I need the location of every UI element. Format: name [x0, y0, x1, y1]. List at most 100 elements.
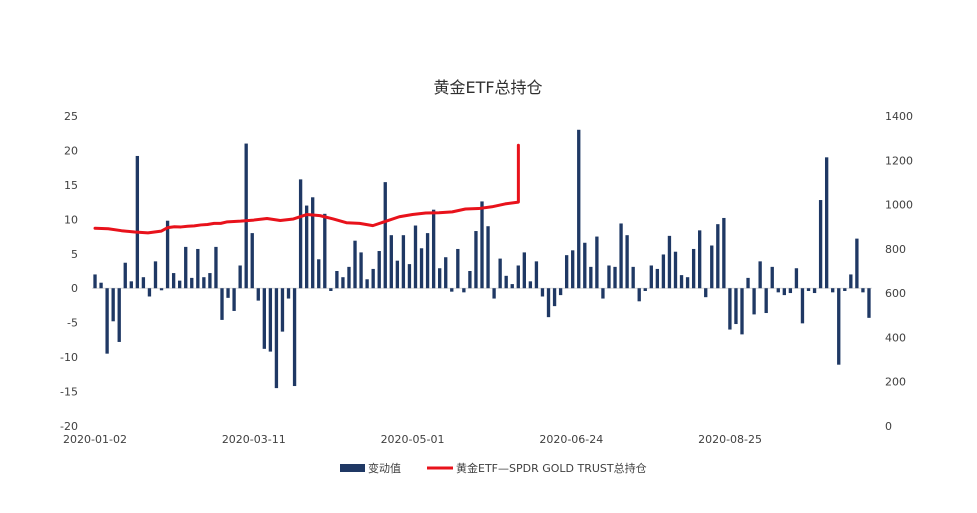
bar	[359, 252, 363, 289]
bar	[208, 273, 212, 289]
legend-line-label: 黄金ETF—SPDR GOLD TRUST总持仓	[456, 461, 647, 475]
bar	[746, 277, 750, 289]
bar	[238, 265, 242, 289]
bar	[347, 266, 351, 289]
bar	[824, 157, 829, 289]
bar	[190, 277, 194, 289]
bar	[250, 233, 254, 289]
bar	[728, 288, 732, 330]
bar	[649, 265, 653, 289]
left-axis-tick-label: 10	[64, 213, 78, 226]
line-series-holdings	[93, 143, 520, 235]
bar	[504, 275, 508, 289]
bar	[831, 288, 835, 293]
bar	[196, 248, 200, 289]
bar	[444, 257, 448, 289]
bar	[371, 268, 375, 289]
bar	[704, 288, 708, 298]
right-axis-tick-label: 1400	[885, 110, 913, 123]
bar	[818, 200, 823, 289]
bar	[564, 255, 569, 289]
bar	[298, 179, 303, 289]
bar	[377, 251, 381, 289]
x-axis-tick-label: 2020-01-02	[63, 433, 127, 446]
bar	[734, 288, 738, 325]
x-axis-tick-label: 2020-03-11	[222, 433, 286, 446]
bar	[685, 277, 690, 289]
bar	[395, 260, 400, 289]
bar	[619, 223, 623, 289]
bar	[462, 288, 466, 293]
bar	[655, 268, 660, 289]
bar	[431, 209, 436, 289]
bar	[323, 213, 327, 289]
bar	[849, 274, 853, 289]
bar	[607, 265, 611, 289]
bar	[274, 288, 279, 389]
bar	[304, 205, 309, 289]
bar	[184, 246, 188, 289]
legend: 变动值 黄金ETF—SPDR GOLD TRUST总持仓	[340, 461, 647, 475]
x-axis-tick-label: 2020-08-25	[698, 433, 762, 446]
bar	[141, 277, 146, 289]
left-axis-tick-label: 15	[64, 179, 78, 192]
bar	[710, 245, 714, 289]
bar-series-change	[93, 129, 871, 389]
bar	[552, 288, 557, 307]
bar	[147, 288, 152, 297]
bar	[268, 288, 273, 352]
bar	[159, 288, 164, 291]
bar	[117, 288, 121, 342]
left-axis-ticks: 25 20 15 10 5 0 -5 -10 -15 -20	[60, 110, 78, 433]
bar	[129, 281, 133, 289]
bar	[256, 288, 260, 301]
bar	[135, 155, 140, 289]
left-axis-tick-label: -5	[67, 317, 78, 330]
bar	[498, 258, 502, 289]
bar	[843, 288, 847, 291]
bar	[794, 268, 799, 289]
bar	[589, 266, 593, 289]
bar	[365, 279, 369, 289]
bar	[764, 288, 768, 314]
bar	[516, 265, 520, 289]
right-axis-tick-label: 200	[885, 376, 906, 389]
right-axis-tick-label: 600	[885, 287, 906, 300]
bar	[202, 277, 206, 289]
bar	[770, 266, 774, 289]
bar	[341, 277, 345, 289]
bar	[776, 288, 780, 293]
bar	[178, 280, 182, 289]
bar	[353, 240, 357, 289]
bar	[232, 288, 236, 311]
bar	[595, 236, 599, 289]
bar	[99, 282, 103, 289]
bar	[691, 248, 696, 289]
left-axis-tick-label: -20	[60, 420, 78, 433]
right-axis-tick-label: 400	[885, 331, 906, 344]
bar	[111, 288, 115, 322]
bar	[679, 275, 684, 289]
bar	[220, 288, 224, 320]
left-axis-tick-label: -10	[60, 351, 78, 364]
bar	[407, 264, 412, 289]
bar	[716, 224, 720, 289]
bar	[329, 288, 333, 291]
bar	[292, 288, 297, 387]
bar	[601, 288, 605, 299]
bar	[383, 182, 387, 289]
bar	[468, 271, 472, 289]
right-axis-tick-label: 1000	[885, 199, 913, 212]
bar	[165, 220, 170, 289]
bar	[105, 288, 109, 354]
bar	[855, 238, 859, 289]
bar	[450, 288, 454, 292]
bar	[401, 235, 406, 289]
bar	[740, 288, 744, 335]
bar	[510, 284, 514, 289]
bar	[806, 288, 811, 291]
bar	[722, 217, 726, 289]
bar	[456, 248, 460, 289]
right-axis-ticks: 1400 1200 1000 800 600 400 200 0	[885, 110, 913, 433]
